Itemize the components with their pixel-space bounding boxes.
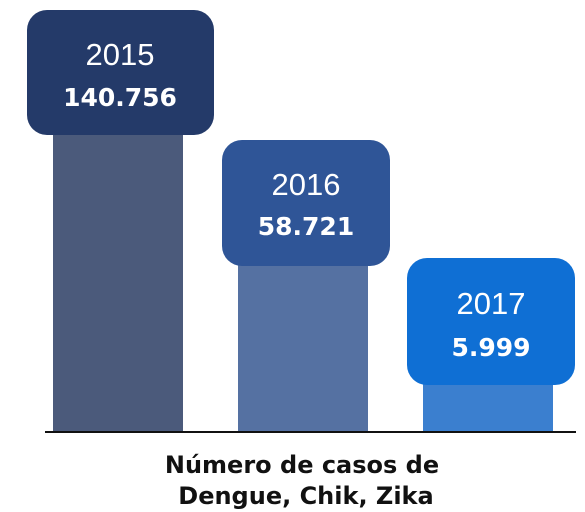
- value-label: 58.721: [258, 212, 354, 241]
- year-label: 2015: [86, 37, 155, 72]
- caption: Dengue, Chik, Zika: [178, 482, 433, 510]
- card: [27, 10, 214, 135]
- caption: Número de casos de: [165, 451, 439, 479]
- card: [407, 258, 575, 385]
- card: [222, 140, 390, 266]
- year-label: 2016: [272, 167, 341, 202]
- year-label: 2017: [457, 286, 526, 321]
- value-label: 140.756: [63, 83, 177, 112]
- value-label: 5.999: [451, 333, 530, 362]
- bar: [238, 250, 368, 431]
- bar: [53, 120, 183, 431]
